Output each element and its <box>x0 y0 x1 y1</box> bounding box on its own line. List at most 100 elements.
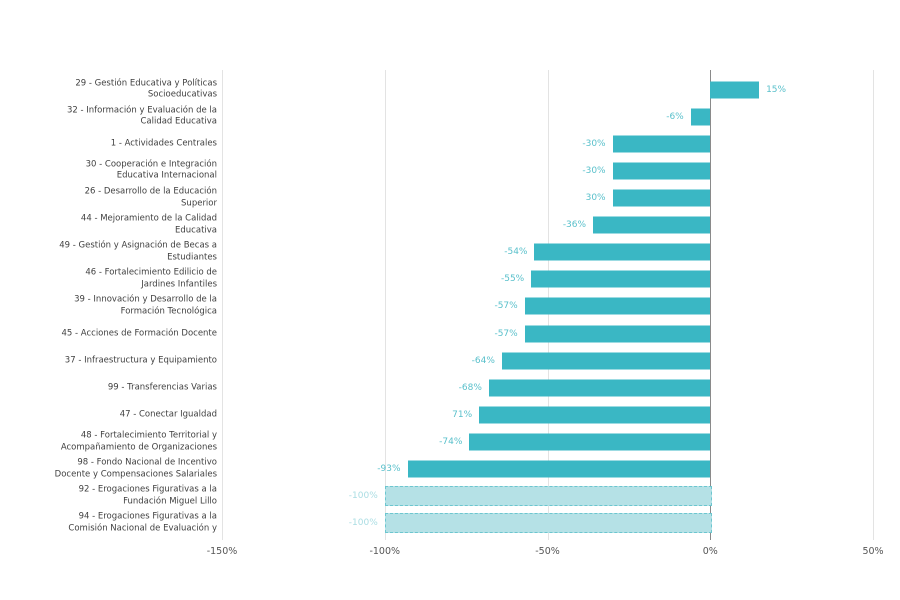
category-label-line: Educativa Internacional <box>116 170 217 181</box>
chart-row: 94 - Erogaciones Figurativas a la Comisió… <box>0 510 900 537</box>
category-label-line: 48 - Fortalecimiento Territorial y <box>80 430 217 441</box>
value-label: -100% <box>348 518 378 529</box>
bar <box>384 513 713 534</box>
bar <box>479 406 711 424</box>
value-label: -54% <box>504 247 528 258</box>
gridline <box>222 70 223 540</box>
bar <box>534 243 711 261</box>
category-label-line: 98 - Fondo Nacional de Incentivo <box>77 457 217 468</box>
category-label-line: 47 - Conectar Igualdad <box>119 409 217 420</box>
x-axis-tick-label: -50% <box>535 546 560 557</box>
chart-row: 47 - Conectar Igualdad 71% <box>0 401 900 428</box>
x-axis-tick-label: 50% <box>862 546 884 557</box>
category-label: 29 - Gestión Educativa y Políticas Socioe… <box>0 78 217 101</box>
category-label-line: 32 - Información y Evaluación de la <box>66 105 217 116</box>
category-label: 47 - Conectar Igualdad <box>0 409 217 421</box>
category-label-line: 39 - Innovación y Desarrollo de la <box>74 294 217 305</box>
category-label: 26 - Desarrollo de la Educación Superior <box>0 187 217 210</box>
category-label-line: 1 - Actividades Centrales <box>110 138 217 149</box>
category-label: 30 - Cooperación e Integración Educativa … <box>0 159 217 182</box>
category-label: 98 - Fondo Nacional de Incentivo Docente … <box>0 458 217 481</box>
category-label-line: Fundación Miguel Lillo <box>123 496 217 507</box>
x-axis-tick-label: 0% <box>702 546 718 557</box>
category-label: 39 - Innovación y Desarrollo de la Formac… <box>0 295 217 318</box>
chart-row: 1 - Actividades Centrales -30% <box>0 130 900 157</box>
bar <box>593 216 711 234</box>
chart-row: 46 - Fortalecimiento Edilicio de Jardines… <box>0 266 900 293</box>
bar <box>531 270 711 288</box>
bar <box>612 189 711 207</box>
category-label-line: 30 - Cooperación e Integración <box>85 159 217 170</box>
gridline <box>384 70 386 540</box>
x-axis: -150% -100% -50% 0% 50% <box>207 543 884 563</box>
category-label: 45 - Acciones de Formación Docente <box>0 328 217 340</box>
category-label: 92 - Erogaciones Figurativas a la Fundaci… <box>0 485 217 508</box>
value-label: -6% <box>666 111 684 122</box>
bar <box>469 433 711 451</box>
x-axis-tick-label: -150% <box>206 546 238 557</box>
chart-row: 30 - Cooperación e Integración Educativa … <box>0 157 900 184</box>
bar <box>710 81 760 99</box>
bar <box>501 352 711 370</box>
category-label: 37 - Infraestructura y Equipamiento <box>0 355 217 367</box>
value-label: -57% <box>494 328 518 339</box>
value-label: -55% <box>500 274 525 285</box>
category-label-line: 49 - Gestión y Asignación de Becas a <box>59 240 217 251</box>
category-label: 1 - Actividades Centrales <box>0 138 217 150</box>
chart-row: 37 - Infraestructura y Equipamiento -64% <box>0 347 900 374</box>
value-label: 30% <box>585 193 606 204</box>
category-label: 44 - Mejoramiento de la Calidad Educativa <box>0 214 217 237</box>
bar <box>612 135 711 153</box>
chart-row: 32 - Información y Evaluación de la Calid… <box>0 103 900 130</box>
category-label: 99 - Transferencias Varias <box>0 382 217 394</box>
bar <box>488 379 711 397</box>
chart-row: 99 - Transferencias Varias -68% <box>0 374 900 401</box>
bar <box>407 460 711 478</box>
category-label-line: 94 - Erogaciones Figurativas a la <box>78 511 217 522</box>
chart-row: 29 - Gestión Educativa y Políticas Socioe… <box>0 76 900 103</box>
chart-row: 26 - Desarrollo de la Educación Superior … <box>0 184 900 211</box>
chart-row: 45 - Acciones de Formación Docente -57% <box>0 320 900 347</box>
bar <box>612 162 711 180</box>
category-label: 48 - Fortalecimiento Territorial y Acompa… <box>0 431 217 454</box>
chart-row: 49 - Gestión y Asignación de Becas a Estu… <box>0 239 900 266</box>
value-label: -36% <box>562 220 587 231</box>
value-label: -74% <box>439 437 463 448</box>
category-label: 46 - Fortalecimiento Edilicio de Jardines… <box>0 268 217 291</box>
bar <box>524 297 711 315</box>
category-label-line: 29 - Gestión Educativa y Políticas <box>75 78 217 89</box>
category-label-line: 44 - Mejoramiento de la Calidad <box>80 213 217 224</box>
category-label-line: Formación Tecnológica <box>120 306 217 317</box>
category-label-line: 37 - Infraestructura y Equipamiento <box>64 354 217 365</box>
category-label: 32 - Información y Evaluación de la Calid… <box>0 105 217 128</box>
value-label: -68% <box>458 382 482 393</box>
category-label-line: 46 - Fortalecimiento Edilicio de <box>85 267 217 278</box>
bar <box>524 325 711 343</box>
value-label: -30% <box>582 138 606 149</box>
category-label: 49 - Gestión y Asignación de Becas a Estu… <box>0 241 217 264</box>
x-axis-tick-label: -100% <box>369 546 401 557</box>
chart-row: 92 - Erogaciones Figurativas a la Fundaci… <box>0 483 900 510</box>
chart-row: 48 - Fortalecimiento Territorial y Acompa… <box>0 429 900 456</box>
value-label: -100% <box>348 491 378 502</box>
value-label: -57% <box>494 301 518 312</box>
category-label-line: 92 - Erogaciones Figurativas a la <box>78 484 217 495</box>
category-label: 94 - Erogaciones Figurativas a la Comisió… <box>0 512 217 535</box>
category-label-line: Jardines Infantiles <box>141 279 217 290</box>
category-label-line: 45 - Acciones de Formación Docente <box>61 327 217 338</box>
chart-row: 39 - Innovación y Desarrollo de la Formac… <box>0 293 900 320</box>
bar <box>384 486 713 507</box>
category-label-line: Docente y Compensaciones Salariales <box>54 469 217 480</box>
category-label-line: 26 - Desarrollo de la Educación <box>84 186 217 197</box>
category-label-line: Estudiantes <box>167 252 217 263</box>
category-label-line: Socioeducativas <box>147 89 217 100</box>
zero-axis-line <box>710 70 712 540</box>
chart-row: 98 - Fondo Nacional de Incentivo Docente … <box>0 456 900 483</box>
bar <box>690 108 711 126</box>
gridline <box>873 70 874 540</box>
value-label: -64% <box>471 355 495 366</box>
category-label-line: Educativa <box>175 225 217 236</box>
category-label-line: Comisión Nacional de Evaluación y <box>68 523 217 534</box>
value-label: -30% <box>582 165 606 176</box>
